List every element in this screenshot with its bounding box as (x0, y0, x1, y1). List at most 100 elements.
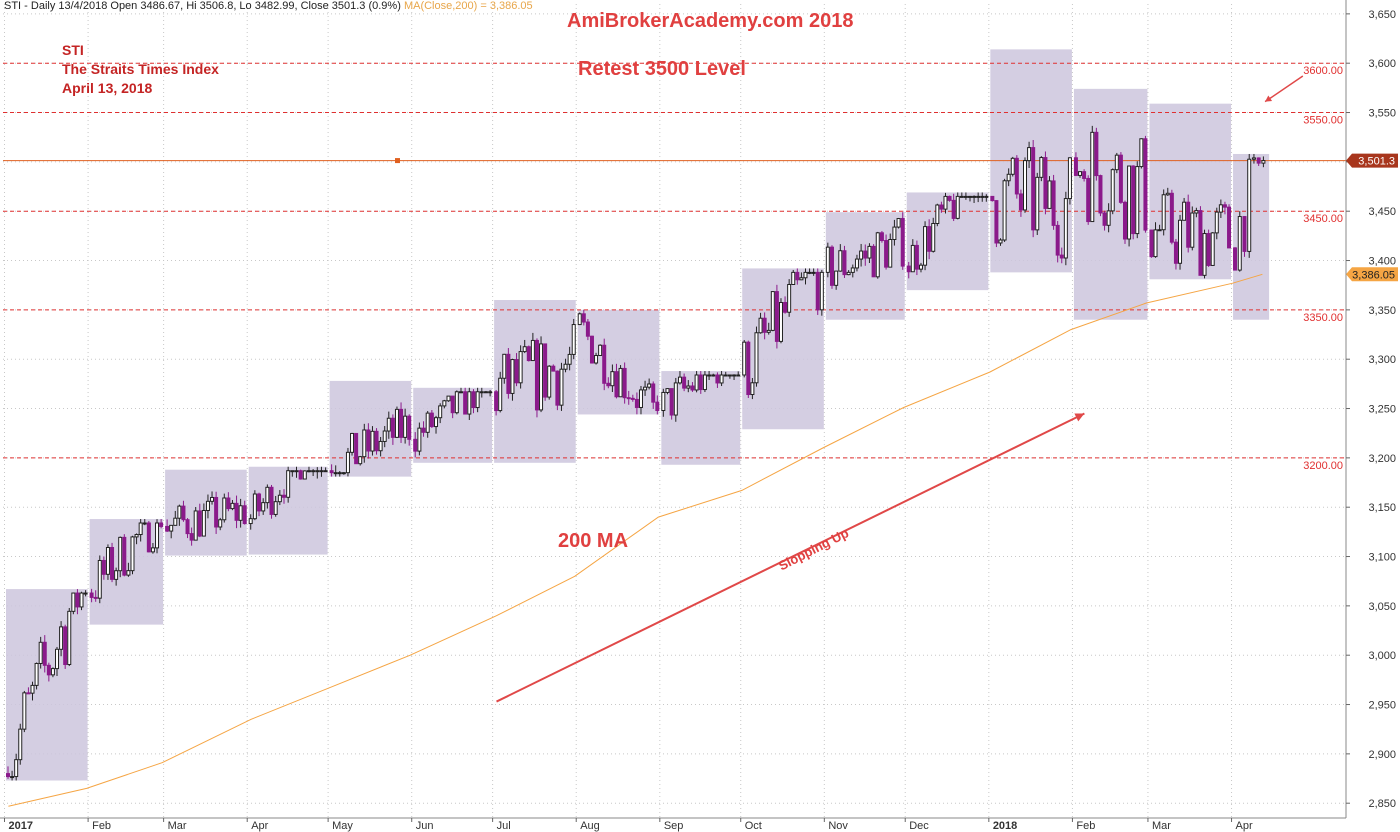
candle-body (834, 270, 839, 286)
quote-header: STI - Daily 13/4/2018 Open 3486.67, Hi 3… (4, 0, 533, 12)
monthly-range-box (89, 519, 164, 625)
candle-body (694, 374, 699, 391)
candle-body (732, 374, 737, 377)
candle-body (155, 522, 160, 549)
candle-body (787, 283, 792, 313)
candle-body (277, 494, 282, 503)
level-label: 3350.00 (1303, 312, 1343, 324)
ma200-annotation: 200 MA (558, 530, 629, 552)
candle-body (871, 245, 876, 278)
x-tick-label: Nov (828, 820, 848, 832)
candle-body (222, 497, 227, 521)
candle-body (1047, 180, 1052, 209)
candle-body (967, 195, 972, 198)
candle-body (854, 258, 859, 269)
index-info: STI The Straits Times Index April 13, 20… (62, 41, 219, 98)
candle-body (690, 385, 695, 391)
candle-body (1006, 173, 1011, 182)
candle-body (606, 382, 611, 387)
candle-body (252, 493, 257, 520)
candle-body (1055, 224, 1060, 256)
candle-body (67, 610, 72, 666)
candle-body (345, 451, 350, 474)
candle-body (425, 412, 430, 433)
candle-body (994, 200, 999, 244)
pointer-arrow-line (1264, 75, 1304, 103)
candle-body (518, 351, 523, 384)
candle-body (923, 226, 928, 266)
candle-body (795, 271, 800, 281)
y-tick-label: 3,050 (1368, 601, 1396, 613)
candle-body (126, 570, 131, 576)
x-tick-label: Dec (909, 820, 929, 832)
x-tick-label: Feb (92, 820, 111, 832)
monthly-range-box (906, 192, 989, 291)
candle-body (75, 592, 80, 608)
candle-body (543, 343, 548, 398)
candle-body (984, 195, 989, 198)
candle-body (618, 367, 623, 398)
candle-body (63, 626, 68, 666)
candle-body (990, 195, 995, 202)
candle-body (1090, 131, 1095, 223)
candle-body (1051, 180, 1056, 226)
candle-body (677, 376, 682, 384)
candle-body (859, 250, 864, 260)
candle-body (122, 536, 127, 576)
candle-body (226, 497, 231, 510)
x-tick-label: 2018 (993, 820, 1017, 832)
monthly-range-box (1149, 103, 1232, 280)
candle-body (55, 648, 60, 670)
candle-body (559, 368, 564, 406)
candle-body (46, 664, 51, 676)
candle-body (959, 195, 964, 198)
level-label: 3450.00 (1303, 213, 1343, 225)
candle-body (547, 365, 552, 398)
candle-body (1031, 147, 1036, 231)
candle-body (362, 429, 367, 458)
date-label: April 13, 2018 (62, 80, 153, 96)
y-tick-label: 3,600 (1368, 58, 1396, 70)
candle-body (715, 374, 720, 384)
candle-body (803, 271, 808, 279)
candle-body (892, 226, 897, 241)
candle-body (234, 502, 239, 521)
candle-body (165, 525, 170, 532)
x-tick-label: Apr (1236, 820, 1253, 832)
candle-body (498, 377, 503, 412)
candle-body (750, 382, 755, 396)
candle-body (1018, 193, 1023, 211)
candle-body (698, 374, 703, 391)
candle-body (719, 374, 724, 384)
candle-body (488, 391, 493, 394)
y-tick-label: 3,350 (1368, 305, 1396, 317)
candle-body (1135, 166, 1140, 235)
candle-body (366, 429, 371, 452)
candle-body (1149, 229, 1154, 258)
candle-body (778, 302, 783, 342)
y-tick-label: 3,650 (1368, 9, 1396, 21)
candle-body (294, 470, 299, 473)
candlesticks (6, 125, 1266, 781)
candle-body (210, 496, 215, 502)
candle-body (682, 376, 687, 389)
y-tick-label: 2,950 (1368, 700, 1396, 712)
y-tick-label: 3,400 (1368, 256, 1396, 268)
candle-body (643, 386, 648, 391)
candle-body (38, 641, 43, 664)
candle-body (825, 246, 830, 273)
candle-body (598, 344, 603, 357)
ma200-line (8, 273, 1263, 807)
candle-body (762, 317, 767, 333)
candle-body (906, 265, 911, 273)
candle-body (6, 773, 10, 778)
candle-body (417, 427, 422, 452)
candle-body (248, 518, 253, 525)
candle-body (842, 250, 847, 276)
candle-body (1067, 157, 1072, 200)
candle-body (79, 592, 84, 608)
monthly-range-box (494, 300, 576, 463)
y-tick-label: 3,450 (1368, 206, 1396, 218)
candle-body (185, 519, 190, 535)
